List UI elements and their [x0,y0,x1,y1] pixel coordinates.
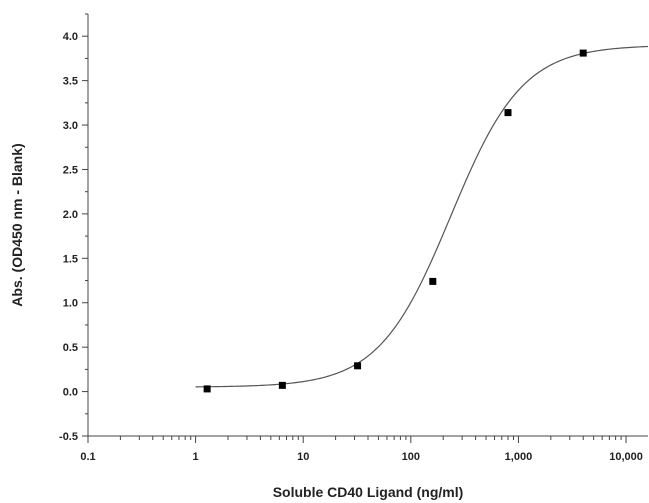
x-tick-label: 10,000 [609,451,643,463]
y-tick-label: 3.0 [63,120,78,132]
data-point [579,49,587,57]
y-axis-title: Abs. (OD450 nm - Blank) [9,143,25,306]
data-point [504,109,512,117]
y-tick-label: 0.0 [63,387,78,399]
x-tick-label: 10 [297,451,309,463]
fit-curve [195,45,649,388]
y-tick-label: 4.0 [63,31,78,43]
x-tick-label: 100 [402,451,420,463]
data-points [203,49,587,393]
y-tick-label: -0.5 [59,431,78,443]
y-axis-ticks: -0.5 0.0 0.5 1.0 1.5 2.0 2.5 3.0 3.5 4.0 [59,13,88,443]
y-tick-label: 2.5 [63,164,78,176]
data-point [278,381,286,389]
x-tick-label: 1,000 [505,451,533,463]
y-tick-label: 3.5 [63,76,78,88]
x-tick-label: 0.1 [80,451,95,463]
y-tick-label: 1.5 [63,253,78,265]
x-axis-ticks: 0.1 1 10 100 1,000 10,000 [80,436,643,463]
axes [87,14,648,437]
y-tick-label: 2.0 [63,209,78,221]
x-tick-label: 1 [193,451,199,463]
y-tick-label: 1.0 [63,298,78,310]
data-point [203,385,211,393]
x-axis-title: Soluble CD40 Ligand (ng/ml) [273,484,464,500]
y-tick-label: 0.5 [63,342,78,354]
data-point [354,362,362,370]
data-point [429,277,437,285]
